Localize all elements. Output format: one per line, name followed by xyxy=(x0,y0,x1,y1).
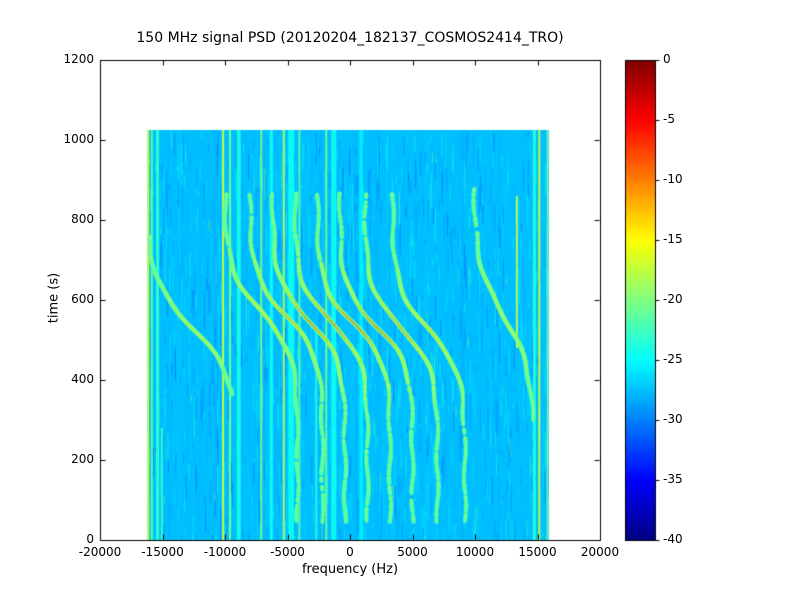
x-tick-label: 15000 xyxy=(518,545,557,559)
x-tick-label: -10000 xyxy=(203,545,247,559)
y-tick-label: 400 xyxy=(71,372,94,386)
x-tick-label: 0 xyxy=(346,545,354,559)
chart-title: 150 MHz signal PSD (20120204_182137_COSM… xyxy=(136,30,564,46)
x-tick-label: -20000 xyxy=(78,545,122,559)
colorbar-tick-label: -5 xyxy=(663,112,675,126)
colorbar-tick-label: -10 xyxy=(663,172,683,186)
colorbar-tick-label: -30 xyxy=(663,412,683,426)
x-axis-label: frequency (Hz) xyxy=(301,562,399,577)
colorbar-tick-label: -35 xyxy=(663,472,683,486)
x-tick-label: -15000 xyxy=(141,545,184,559)
colorbar-tick-label: -15 xyxy=(663,232,683,246)
colorbar-tick-label: -20 xyxy=(663,292,683,306)
y-tick-label: 0 xyxy=(86,532,94,546)
y-tick-label: 800 xyxy=(71,212,94,226)
y-tick-label: 1000 xyxy=(63,132,94,146)
y-tick-label: 600 xyxy=(71,292,94,306)
y-tick-label: 1200 xyxy=(63,52,94,66)
colorbar-tick-label: -40 xyxy=(663,532,683,546)
colorbar-tick-label: -25 xyxy=(663,352,683,366)
x-tick-label: 5000 xyxy=(397,545,428,559)
x-tick-label: 20000 xyxy=(580,545,620,559)
x-tick-label: -5000 xyxy=(270,545,305,559)
x-tick-label: 10000 xyxy=(455,545,495,559)
colorbar-tick-label: 0 xyxy=(663,52,671,66)
y-tick-label: 200 xyxy=(71,452,94,466)
